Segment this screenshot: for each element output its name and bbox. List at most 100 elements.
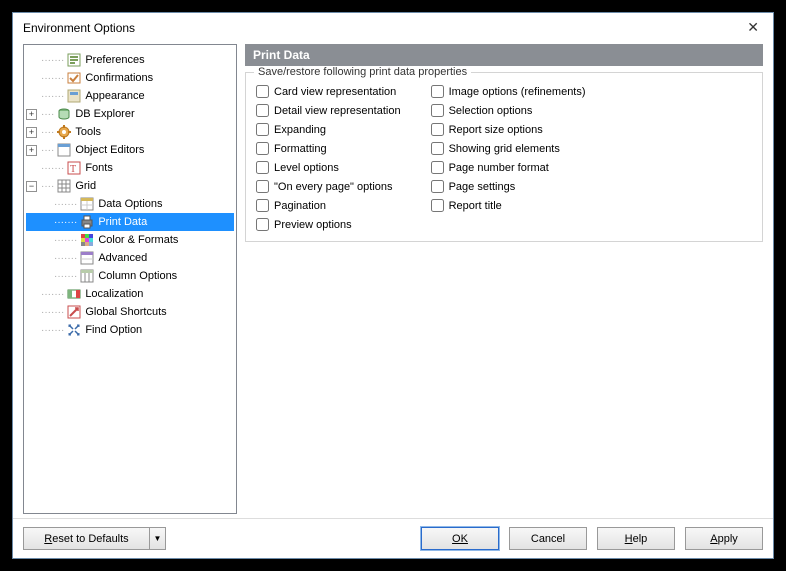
checkbox-label: Report size options <box>449 124 543 136</box>
properties-fieldset: Save/restore following print data proper… <box>245 72 763 242</box>
checkbox-item[interactable]: Report title <box>431 199 586 212</box>
printdata-icon <box>79 214 95 230</box>
apply-button[interactable]: Apply <box>685 527 763 550</box>
checkbox-label: Level options <box>274 162 339 174</box>
checkbox-input[interactable] <box>431 199 444 212</box>
globalshortcuts-icon <box>66 304 82 320</box>
checkbox-item[interactable]: Card view representation <box>256 85 401 98</box>
help-button[interactable]: Help <box>597 527 675 550</box>
checkbox-input[interactable] <box>431 85 444 98</box>
environment-options-dialog: Environment Options ✕ ······· Preference… <box>12 12 774 559</box>
tree-panel: ······· Preferences ······· Confirmation… <box>23 44 237 514</box>
localization-icon <box>66 286 82 302</box>
checkbox-column-right: Image options (refinements) Selection opt… <box>431 85 586 231</box>
checkbox-input[interactable] <box>431 104 444 117</box>
checkbox-label: Showing grid elements <box>449 143 560 155</box>
tree-item-objecteditors[interactable]: +···· Object Editors <box>26 141 234 159</box>
checkbox-item[interactable]: Report size options <box>431 123 586 136</box>
checkbox-item[interactable]: "On every page" options <box>256 180 401 193</box>
fonts-icon: T <box>66 160 82 176</box>
checkbox-item[interactable]: Detail view representation <box>256 104 401 117</box>
checkbox-input[interactable] <box>431 161 444 174</box>
dropdown-arrow-icon[interactable]: ▼ <box>149 527 166 550</box>
tree-item-findoption[interactable]: ······· Find Option <box>26 321 234 339</box>
reset-defaults-dropdown[interactable]: Reset to Defaults ▼ <box>23 527 166 550</box>
checkbox-item[interactable]: Formatting <box>256 142 401 155</box>
tree-item-columnoptions[interactable]: ······· Column Options <box>26 267 234 285</box>
checkbox-item[interactable]: Page settings <box>431 180 586 193</box>
tree-item-fonts[interactable]: ······· T Fonts <box>26 159 234 177</box>
checkbox-label: Report title <box>449 200 502 212</box>
content-area: ······· Preferences ······· Confirmation… <box>13 40 773 518</box>
reset-defaults-button[interactable]: Reset to Defaults <box>23 527 149 550</box>
checkbox-column-left: Card view representation Detail view repr… <box>256 85 401 231</box>
tree-item-colorformats[interactable]: ······· Color & Formats <box>26 231 234 249</box>
tools-icon <box>56 124 72 140</box>
tree-item-dataoptions[interactable]: ······· Data Options <box>26 195 234 213</box>
checkbox-input[interactable] <box>256 142 269 155</box>
checkbox-input[interactable] <box>256 199 269 212</box>
dbexplorer-icon <box>56 106 72 122</box>
checkbox-label: Page settings <box>449 181 516 193</box>
checkbox-item[interactable]: Pagination <box>256 199 401 212</box>
checkbox-item[interactable]: Level options <box>256 161 401 174</box>
checkbox-item[interactable]: Expanding <box>256 123 401 136</box>
close-icon[interactable]: ✕ <box>743 19 763 36</box>
tree-item-globalshortcuts[interactable]: ······· Global Shortcuts <box>26 303 234 321</box>
checkbox-item[interactable]: Preview options <box>256 218 401 231</box>
checkbox-label: Preview options <box>274 219 352 231</box>
checkbox-input[interactable] <box>256 85 269 98</box>
grid-icon <box>56 178 72 194</box>
checkbox-label: Expanding <box>274 124 326 136</box>
expand-icon[interactable]: + <box>26 109 37 120</box>
tree-item-preferences[interactable]: ······· Preferences <box>26 51 234 69</box>
checkbox-input[interactable] <box>256 123 269 136</box>
cancel-button[interactable]: Cancel <box>509 527 587 550</box>
checkbox-item[interactable]: Showing grid elements <box>431 142 586 155</box>
fieldset-label: Save/restore following print data proper… <box>254 66 471 78</box>
expand-icon[interactable]: + <box>26 127 37 138</box>
tree-item-localization[interactable]: ······· Localization <box>26 285 234 303</box>
tree-item-dbexplorer[interactable]: +···· DB Explorer <box>26 105 234 123</box>
checkbox-item[interactable]: Selection options <box>431 104 586 117</box>
button-bar: Reset to Defaults ▼ OK Cancel Help Apply <box>13 518 773 558</box>
right-panel: Print Data Save/restore following print … <box>245 44 763 514</box>
checkbox-input[interactable] <box>431 180 444 193</box>
checkbox-input[interactable] <box>256 104 269 117</box>
checkbox-input[interactable] <box>256 161 269 174</box>
checkbox-label: Selection options <box>449 105 533 117</box>
preferences-icon <box>66 52 82 68</box>
tree-item-grid[interactable]: −···· Grid <box>26 177 234 195</box>
tree-item-appearance[interactable]: ······· Appearance <box>26 87 234 105</box>
checkbox-label: Pagination <box>274 200 326 212</box>
svg-text:T: T <box>70 164 76 175</box>
advanced-icon <box>79 250 95 266</box>
objecteditors-icon <box>56 142 72 158</box>
colorformats-icon <box>79 232 95 248</box>
tree-item-advanced[interactable]: ······· Advanced <box>26 249 234 267</box>
titlebar: Environment Options ✕ <box>13 13 773 40</box>
checkbox-label: "On every page" options <box>274 181 393 193</box>
checkbox-input[interactable] <box>431 123 444 136</box>
columnoptions-icon <box>79 268 95 284</box>
tree-item-tools[interactable]: +···· Tools <box>26 123 234 141</box>
checkbox-label: Page number format <box>449 162 549 174</box>
checkbox-label: Card view representation <box>274 86 396 98</box>
checkbox-label: Detail view representation <box>274 105 401 117</box>
dataoptions-icon <box>79 196 95 212</box>
panel-title: Print Data <box>245 44 763 66</box>
checkbox-input[interactable] <box>256 218 269 231</box>
options-tree: ······· Preferences ······· Confirmation… <box>26 51 234 339</box>
checkbox-input[interactable] <box>256 180 269 193</box>
checkbox-input[interactable] <box>431 142 444 155</box>
tree-item-printdata[interactable]: ······· Print Data <box>26 213 234 231</box>
checkbox-grid: Card view representation Detail view repr… <box>256 85 752 231</box>
ok-button[interactable]: OK <box>421 527 499 550</box>
expand-icon[interactable]: + <box>26 145 37 156</box>
findoption-icon <box>66 322 82 338</box>
collapse-icon[interactable]: − <box>26 181 37 192</box>
dialog-title: Environment Options <box>23 21 135 35</box>
tree-item-confirmations[interactable]: ······· Confirmations <box>26 69 234 87</box>
checkbox-item[interactable]: Image options (refinements) <box>431 85 586 98</box>
checkbox-item[interactable]: Page number format <box>431 161 586 174</box>
